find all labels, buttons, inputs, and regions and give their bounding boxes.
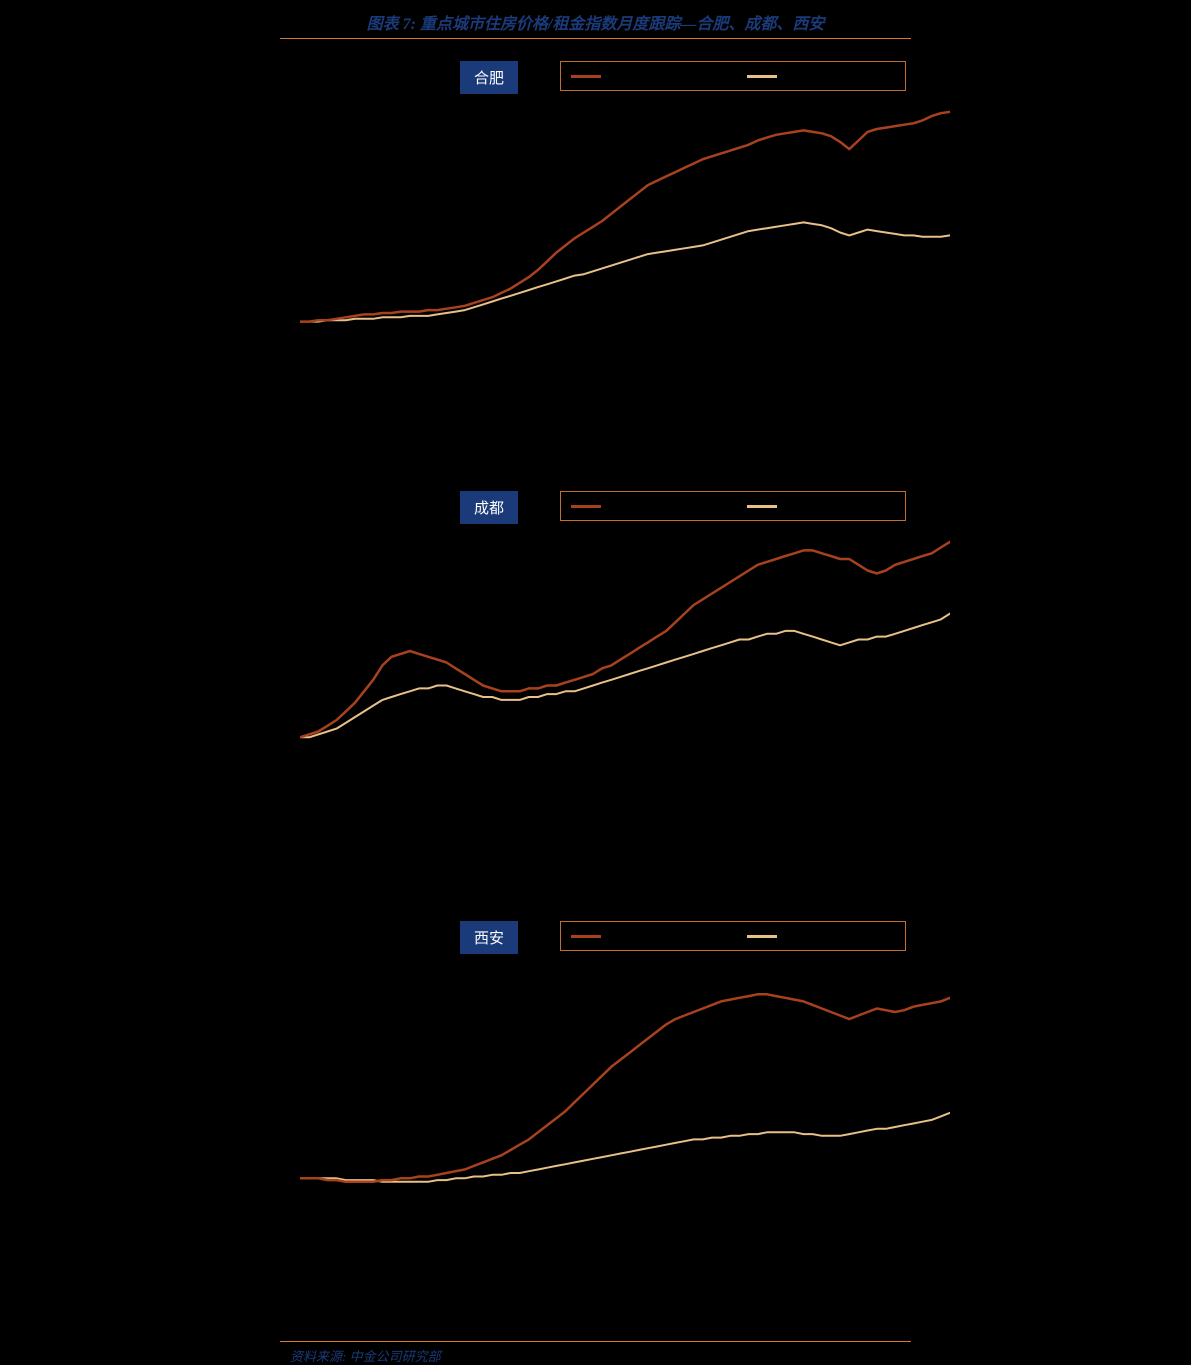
legend-item-rent: 中金住房租金指数 xyxy=(747,496,895,516)
chart-block-合肥: 合肥 中金住房售价指数 中金住房租金指数 xyxy=(0,51,1191,451)
legend-label-price: 中金住房售价指数 xyxy=(607,496,719,516)
legend-item-rent: 中金住房租金指数 xyxy=(747,66,895,86)
chart-svg xyxy=(300,106,950,336)
legend-swatch-price xyxy=(571,505,601,508)
chart-block-成都: 成都 中金住房售价指数 中金住房租金指数 xyxy=(0,481,1191,881)
chart-svg xyxy=(300,536,950,766)
legend-item-rent: 中金住房租金指数 xyxy=(747,926,895,946)
series-rent xyxy=(300,614,950,738)
chart-svg xyxy=(300,966,950,1196)
figure-title: 图表 7: 重点城市住房价格/租金指数月度跟踪—合肥、成都、西安 xyxy=(0,10,1191,34)
series-price xyxy=(300,542,950,738)
legend-swatch-price xyxy=(571,935,601,938)
legend-item-price: 中金住房售价指数 xyxy=(571,926,719,946)
series-price xyxy=(300,112,950,322)
legend-swatch-rent xyxy=(747,935,777,938)
legend-label-price: 中金住房售价指数 xyxy=(607,926,719,946)
legend-box: 中金住房售价指数 中金住房租金指数 xyxy=(560,61,906,91)
legend-label-rent: 中金住房租金指数 xyxy=(783,496,895,516)
legend-label-rent: 中金住房租金指数 xyxy=(783,926,895,946)
city-badge: 成都 xyxy=(460,491,518,524)
city-badge: 西安 xyxy=(460,921,518,954)
page: 图表 7: 重点城市住房价格/租金指数月度跟踪—合肥、成都、西安 合肥中金住房售… xyxy=(0,0,1191,1365)
legend-label-price: 中金住房售价指数 xyxy=(607,66,719,86)
source-text: 资料来源: 中金公司研究部 xyxy=(290,1346,1191,1365)
legend-item-price: 中金住房售价指数 xyxy=(571,496,719,516)
legend-swatch-rent xyxy=(747,75,777,78)
source-rule xyxy=(280,1341,911,1342)
legend-swatch-rent xyxy=(747,505,777,508)
title-rule xyxy=(280,38,911,39)
legend-box: 中金住房售价指数 中金住房租金指数 xyxy=(560,491,906,521)
legend-swatch-price xyxy=(571,75,601,78)
city-badge: 合肥 xyxy=(460,61,518,94)
series-rent xyxy=(300,1113,950,1182)
chart-block-西安: 西安 中金住房售价指数 中金住房租金指数 xyxy=(0,911,1191,1311)
legend-item-price: 中金住房售价指数 xyxy=(571,66,719,86)
legend-box: 中金住房售价指数 中金住房租金指数 xyxy=(560,921,906,951)
legend-label-rent: 中金住房租金指数 xyxy=(783,66,895,86)
charts-container: 合肥中金住房售价指数中金住房租金指数成都中金住房售价指数中金住房租金指数西安中金… xyxy=(0,51,1191,1311)
series-price xyxy=(300,994,950,1182)
series-rent xyxy=(300,222,950,321)
